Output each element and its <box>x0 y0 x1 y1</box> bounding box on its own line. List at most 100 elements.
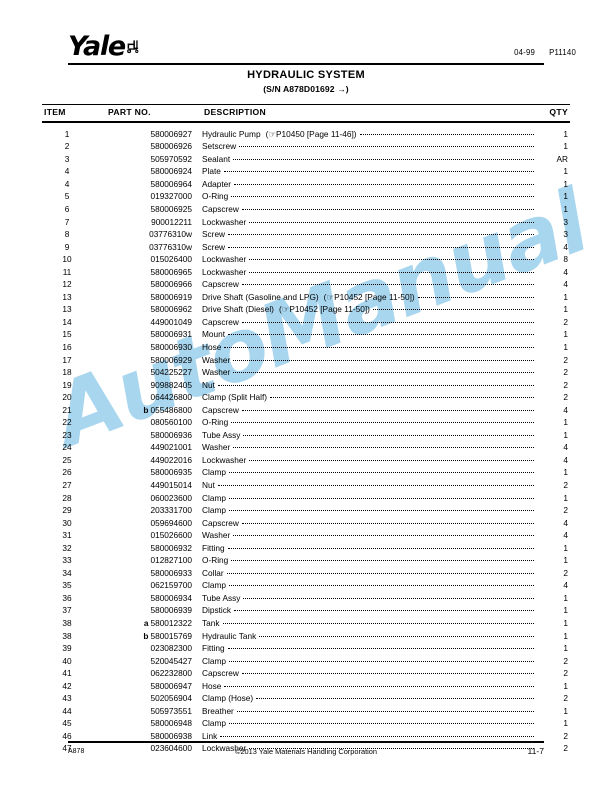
cross-reference-link[interactable]: (☞P10452 [Page 11-50]) <box>324 291 415 305</box>
cell-item-number: 23 <box>62 429 72 440</box>
cell-item-number: 40 <box>62 655 72 666</box>
cell-part-number: 580006936 <box>106 429 202 442</box>
table-row: 31 015026600 Washer 4 <box>42 529 570 542</box>
description-text: Capscrew <box>202 316 239 327</box>
cell-part-number: 580006929 <box>106 354 202 367</box>
part-number-text: 449021001 <box>150 442 192 453</box>
cell-quantity: 1 <box>563 643 568 654</box>
table-row: 13 580006962 Drive Shaft (Diesel) (☞P10452 … <box>42 303 570 316</box>
cell-description: Washer <box>202 529 536 542</box>
leader-dots <box>228 660 534 662</box>
table-row: 22 080560100 O-Ring 1 <box>42 416 570 429</box>
column-header-item: ITEM <box>44 107 66 117</box>
part-number-text: 03776310w <box>149 229 192 240</box>
cell-part-number: 059694600 <box>106 517 202 530</box>
cell-quantity: 2 <box>563 316 568 327</box>
description-text: Lockwasher <box>202 216 247 227</box>
serial-number-range: (S/N A878D01692 →) <box>263 84 349 94</box>
part-number-text: 502056904 <box>150 693 192 704</box>
cell-part-number: 580006926 <box>106 140 202 153</box>
cell-description: Capscrew <box>202 667 536 680</box>
cell-quantity: 1 <box>563 542 568 553</box>
description-text: Clamp <box>202 655 226 666</box>
cell-description: Lockwasher <box>202 454 536 467</box>
cell-quantity: 1 <box>563 555 568 566</box>
part-number-text: 449022016 <box>150 454 192 465</box>
cell-part-number: 015026400 <box>106 253 202 266</box>
table-row: 16 580006930 Hose 1 <box>42 341 570 354</box>
cell-quantity: 1 <box>563 166 568 177</box>
cell-part-number: b 055486800 <box>106 404 202 417</box>
table-row: 12 580006966 Capscrew 4 <box>42 278 570 291</box>
description-text: Fitting <box>202 542 225 553</box>
part-number-text: 023082300 <box>150 643 192 654</box>
leader-dots <box>224 346 534 348</box>
cell-part-number: 449001049 <box>106 316 202 329</box>
forklift-icon <box>126 40 142 59</box>
cell-quantity: 4 <box>563 442 568 453</box>
table-row: 19 909882405 Nut 2 <box>42 379 570 392</box>
cell-part-number: 580006933 <box>106 567 202 580</box>
cell-part-number: a 580012322 <box>106 617 202 630</box>
cell-quantity: 4 <box>563 530 568 541</box>
part-number-text: 580006919 <box>150 291 192 302</box>
description-text: Nut <box>202 480 215 490</box>
description-text: Clamp <box>202 718 226 729</box>
leader-dots <box>233 359 534 361</box>
cell-quantity: 2 <box>563 743 568 754</box>
description-text: Drive Shaft (Gasoline and LPG) <box>202 291 319 302</box>
cell-quantity: 8 <box>563 254 568 265</box>
table-row: 25 449022016 Lockwasher 4 <box>42 454 570 467</box>
cell-part-number: 580006925 <box>106 203 202 216</box>
part-variant-flag: a <box>143 618 149 629</box>
cell-item-number: 5 <box>64 191 70 202</box>
cross-reference-link[interactable]: (☞P10452 [Page 11-50]) <box>279 303 370 317</box>
cell-quantity: 3 <box>563 216 568 227</box>
column-header-description: DESCRIPTION <box>204 107 267 117</box>
cell-item-number: 12 <box>62 279 72 290</box>
cell-description: O-Ring <box>202 190 536 203</box>
part-number-text: 449015014 <box>150 480 192 490</box>
cell-description: Capscrew <box>202 203 536 216</box>
cell-quantity: 1 <box>563 178 568 189</box>
cell-quantity: 1 <box>563 203 568 214</box>
cell-quantity: 2 <box>563 668 568 679</box>
leader-dots <box>233 535 534 537</box>
cell-description: Capscrew <box>202 404 536 417</box>
description-text: Clamp <box>202 492 226 503</box>
cell-part-number: 580006931 <box>106 328 202 341</box>
cell-item-number: 21 <box>62 404 72 415</box>
table-row: 36 580006934 Tube Assy 1 <box>42 592 570 605</box>
leader-dots <box>270 397 534 399</box>
document-number: P11140 <box>549 48 576 57</box>
cell-description: Tube Assy <box>202 429 536 442</box>
cell-item-number: 43 <box>62 693 72 704</box>
cell-item-number: 18 <box>62 367 72 378</box>
leader-dots <box>243 434 534 436</box>
part-number-text: 062159700 <box>150 580 192 591</box>
table-row: 43 502056904 Clamp (Hose) 2 <box>42 692 570 705</box>
part-number-text: 580006935 <box>150 467 192 478</box>
cell-item-number: 25 <box>62 454 72 465</box>
description-text: Tank <box>202 618 220 629</box>
table-row: 9 03776310w Screw 4 <box>42 241 570 254</box>
cell-item-number: 10 <box>62 254 72 265</box>
leader-dots <box>233 447 534 449</box>
cell-description: Nut <box>202 379 536 392</box>
cell-description: Clamp <box>202 579 536 592</box>
cell-part-number: 012827100 <box>106 554 202 567</box>
table-row: 18 504225227 Washer 2 <box>42 366 570 379</box>
description-text: Link <box>202 730 218 741</box>
cell-item-number: 13 <box>62 304 72 315</box>
table-row: 33 012827100 O-Ring 1 <box>42 554 570 567</box>
leader-dots <box>231 560 534 562</box>
cell-quantity: 1 <box>563 592 568 603</box>
cell-part-number: 060023600 <box>106 492 202 505</box>
leader-dots <box>241 321 534 323</box>
cell-description: Fitting <box>202 542 536 555</box>
cross-reference-link[interactable]: (☞P10450 [Page 11-46]) <box>266 128 357 142</box>
cell-description: Drive Shaft (Diesel) (☞P10452 [Page 11-50… <box>202 303 536 317</box>
part-number-text: 580006934 <box>150 592 192 603</box>
description-text: Capscrew <box>202 668 239 679</box>
cell-description: Washer <box>202 366 536 379</box>
